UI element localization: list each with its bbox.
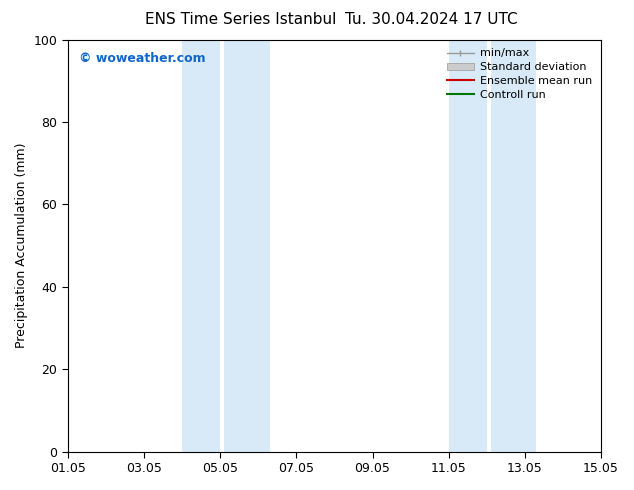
- Bar: [491, 40, 536, 452]
- Y-axis label: Precipitation Accumulation (mm): Precipitation Accumulation (mm): [15, 143, 28, 348]
- Bar: [224, 40, 269, 452]
- Bar: [182, 40, 220, 452]
- Text: © woweather.com: © woweather.com: [79, 52, 205, 65]
- Legend: min/max, Standard deviation, Ensemble mean run, Controll run: min/max, Standard deviation, Ensemble me…: [443, 45, 595, 103]
- Text: ENS Time Series Istanbul: ENS Time Series Istanbul: [145, 12, 337, 27]
- Bar: [449, 40, 487, 452]
- Text: Tu. 30.04.2024 17 UTC: Tu. 30.04.2024 17 UTC: [345, 12, 517, 27]
